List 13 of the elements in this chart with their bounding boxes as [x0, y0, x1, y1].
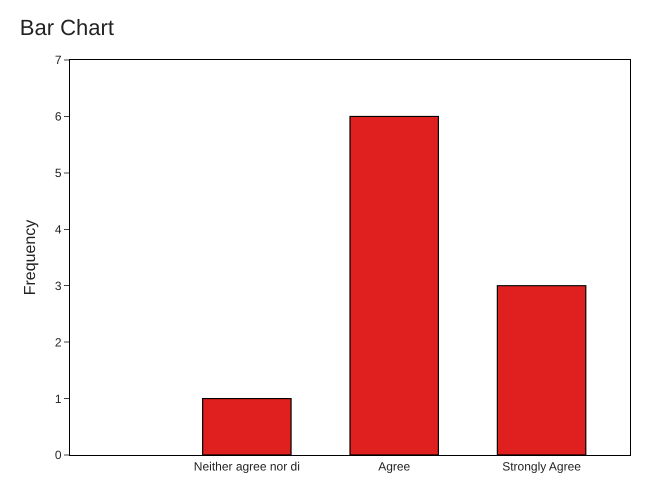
y-tick-label: 5 [54, 166, 62, 180]
x-tick-label: Strongly Agree [502, 459, 582, 474]
y-tick-label: 3 [54, 278, 62, 293]
y-tick-label: 7 [54, 53, 62, 68]
y-axis-title: Frequency [22, 220, 39, 296]
y-tick-label: 4 [54, 222, 62, 236]
chart-title: Bar Chart [20, 15, 114, 40]
y-tick-label: 6 [54, 110, 62, 124]
y-tick-label: 1 [54, 392, 62, 406]
x-tick-label: Neither agree nor di [194, 459, 300, 474]
x-tick-label: Agree [378, 459, 411, 474]
y-tick-label: 0 [54, 448, 62, 462]
y-tick-label: 2 [54, 335, 62, 350]
